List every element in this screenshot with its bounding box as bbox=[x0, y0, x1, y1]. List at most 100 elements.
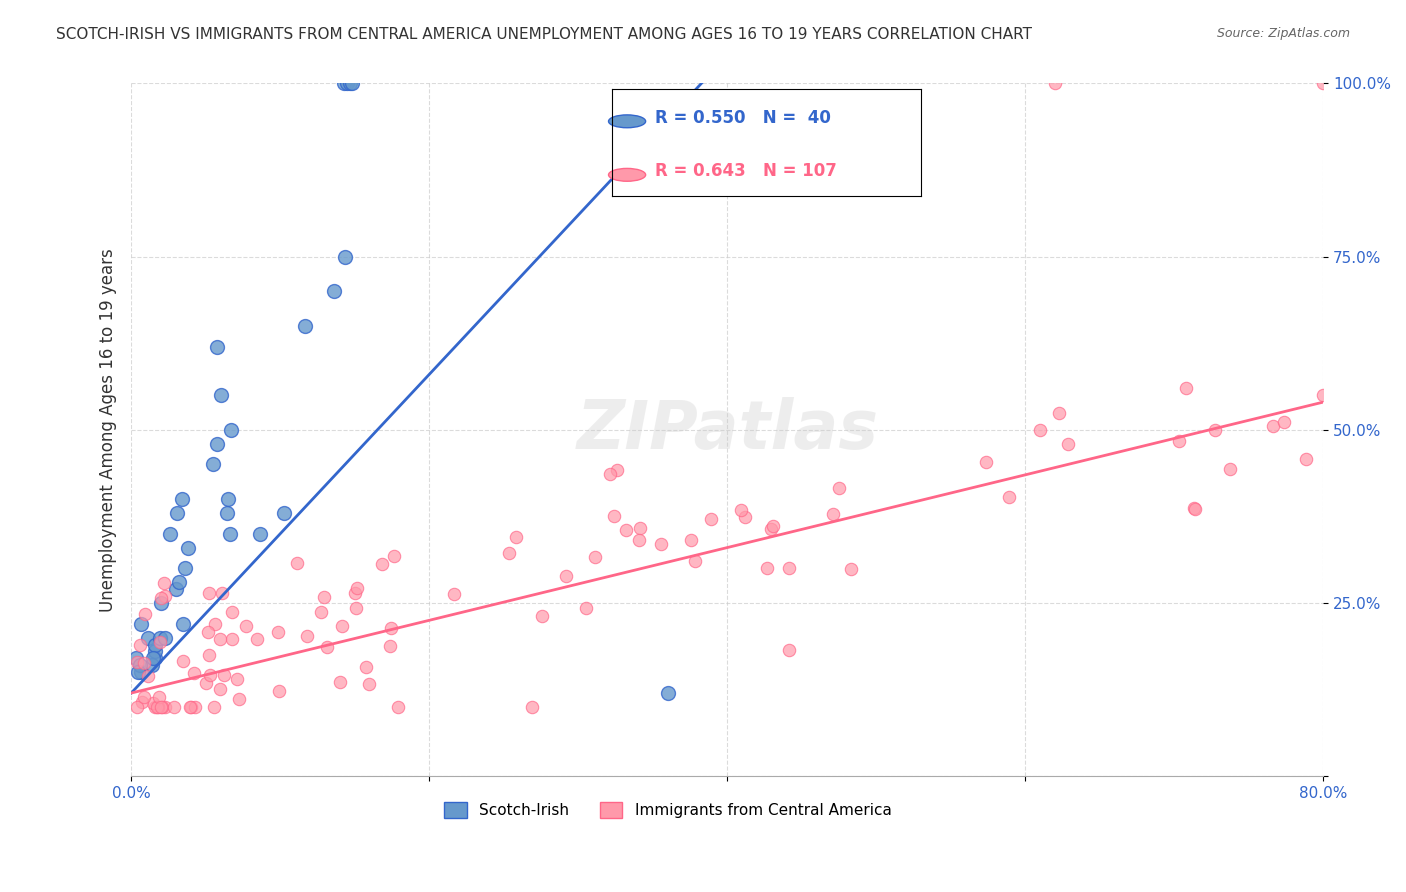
Point bbox=[209, 388, 232, 402]
Point bbox=[1168, 434, 1191, 449]
Point bbox=[330, 619, 353, 633]
Point bbox=[285, 556, 308, 570]
Point bbox=[172, 492, 194, 507]
Point bbox=[1219, 461, 1241, 475]
Point bbox=[443, 587, 465, 601]
Point bbox=[172, 654, 194, 668]
Point bbox=[183, 665, 205, 680]
Point bbox=[169, 575, 191, 590]
Point bbox=[125, 699, 148, 714]
Point bbox=[778, 643, 800, 657]
Point bbox=[997, 491, 1019, 505]
Point bbox=[141, 658, 163, 673]
Point bbox=[1272, 416, 1295, 430]
Point bbox=[215, 506, 238, 520]
Point bbox=[294, 318, 316, 333]
Point bbox=[344, 601, 367, 615]
Point bbox=[159, 526, 181, 541]
Point bbox=[184, 699, 207, 714]
Point bbox=[267, 625, 290, 640]
Point bbox=[354, 660, 377, 674]
Text: R = 0.643   N = 107: R = 0.643 N = 107 bbox=[655, 162, 837, 180]
Point bbox=[839, 562, 862, 576]
Text: Source: ZipAtlas.com: Source: ZipAtlas.com bbox=[1216, 27, 1350, 40]
Point bbox=[329, 674, 352, 689]
Point bbox=[599, 467, 621, 481]
Point bbox=[531, 609, 554, 624]
Point bbox=[132, 690, 155, 704]
Point bbox=[132, 656, 155, 670]
Point bbox=[125, 651, 148, 665]
Point bbox=[336, 77, 359, 91]
Point bbox=[761, 519, 783, 533]
Point bbox=[382, 549, 405, 563]
Point bbox=[312, 590, 335, 604]
Point bbox=[205, 340, 228, 354]
Point bbox=[333, 77, 356, 91]
Point bbox=[177, 541, 200, 555]
Point bbox=[823, 507, 845, 521]
Point bbox=[149, 631, 172, 645]
Point bbox=[828, 481, 851, 495]
Point bbox=[387, 699, 409, 714]
Point bbox=[1295, 451, 1317, 466]
Point bbox=[208, 632, 231, 646]
Point bbox=[297, 629, 319, 643]
Point bbox=[226, 672, 249, 686]
Point bbox=[155, 631, 177, 645]
Point bbox=[1029, 423, 1052, 437]
Point bbox=[730, 503, 752, 517]
Point bbox=[627, 533, 650, 547]
Point bbox=[346, 582, 368, 596]
Point bbox=[583, 549, 606, 564]
Point bbox=[657, 686, 679, 700]
Point bbox=[152, 575, 174, 590]
Point bbox=[498, 546, 520, 560]
Point bbox=[152, 699, 174, 714]
Point bbox=[153, 699, 176, 714]
Point bbox=[681, 533, 703, 548]
Point bbox=[179, 699, 201, 714]
Point bbox=[269, 683, 291, 698]
Circle shape bbox=[609, 115, 645, 128]
Point bbox=[143, 699, 166, 714]
Point bbox=[200, 668, 222, 682]
Point bbox=[180, 699, 202, 714]
Point bbox=[131, 665, 153, 680]
Point bbox=[505, 530, 527, 544]
Point bbox=[217, 492, 239, 507]
Point bbox=[606, 463, 628, 477]
Point bbox=[339, 77, 361, 91]
Point bbox=[143, 651, 166, 665]
Point bbox=[603, 508, 626, 523]
Point bbox=[1043, 77, 1066, 91]
Y-axis label: Unemployment Among Ages 16 to 19 years: Unemployment Among Ages 16 to 19 years bbox=[100, 248, 117, 612]
Point bbox=[134, 607, 156, 621]
Point bbox=[520, 699, 543, 714]
Point bbox=[628, 521, 651, 535]
Point bbox=[153, 589, 176, 603]
Point bbox=[734, 510, 756, 524]
Text: SCOTCH-IRISH VS IMMIGRANTS FROM CENTRAL AMERICA UNEMPLOYMENT AMONG AGES 16 TO 19: SCOTCH-IRISH VS IMMIGRANTS FROM CENTRAL … bbox=[56, 27, 1032, 42]
Point bbox=[378, 639, 401, 653]
Text: R = 0.550   N =  40: R = 0.550 N = 40 bbox=[655, 109, 831, 127]
Point bbox=[359, 677, 381, 691]
Point bbox=[148, 699, 170, 714]
Point bbox=[778, 561, 800, 575]
Point bbox=[700, 512, 723, 526]
Point bbox=[125, 656, 148, 670]
Point bbox=[166, 506, 188, 520]
Point bbox=[650, 537, 672, 551]
Point bbox=[136, 669, 159, 683]
Point bbox=[129, 616, 152, 631]
Point bbox=[143, 644, 166, 658]
Point bbox=[195, 676, 218, 690]
Point bbox=[1312, 77, 1334, 91]
Point bbox=[228, 692, 250, 706]
Point bbox=[1182, 501, 1205, 516]
Point bbox=[143, 638, 166, 652]
Point bbox=[309, 605, 332, 619]
Point bbox=[1174, 381, 1197, 395]
Point bbox=[1184, 501, 1206, 516]
Point bbox=[756, 561, 779, 575]
